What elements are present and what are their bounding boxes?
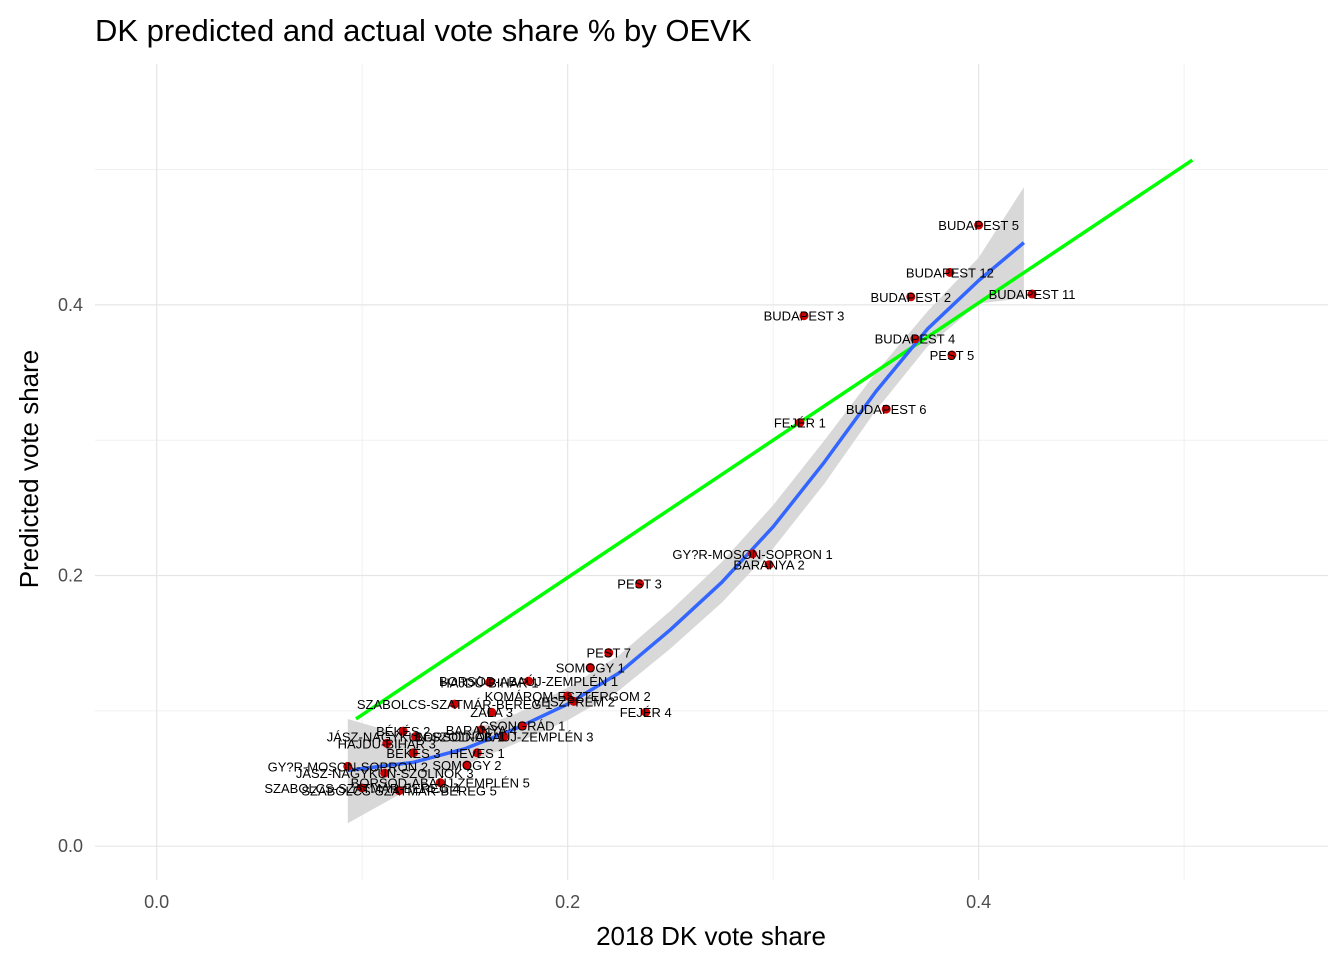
point-label: FEJÉR 4 xyxy=(620,705,672,720)
data-point xyxy=(476,725,486,735)
point-label: BUDAPEST 6 xyxy=(846,402,927,417)
major-grid xyxy=(95,64,1328,880)
reference-line xyxy=(355,158,1194,721)
data-point xyxy=(795,418,805,428)
point-label: BÉKÉS 3 xyxy=(386,746,440,761)
point-label: SZABOLCS-SZATMÁR-BEREG 1 xyxy=(357,697,553,712)
x-tick-label: 0.0 xyxy=(144,892,169,912)
point-label: HEVES 1 xyxy=(450,746,505,761)
x-tick-label: 0.2 xyxy=(555,892,580,912)
x-axis-title: 2018 DK vote share xyxy=(596,921,826,951)
minor-grid xyxy=(95,64,1328,880)
data-point xyxy=(945,267,955,277)
point-label: JÁSZ-NAGYKUN-SZOLNOK 1 xyxy=(327,730,505,745)
data-point xyxy=(499,732,509,742)
point-label: SZABOLCS-SZATMÁR-BEREG 4 xyxy=(264,781,460,796)
point-labels: BUDAPEST 5 BUDAPEST 12 BUDAPEST 2 BUDAPEST … xyxy=(264,218,1075,799)
x-axis-ticks: 0.0 0.2 0.4 xyxy=(144,892,991,912)
data-point xyxy=(394,786,404,796)
point-label: JÁSZ-NAGYKUN-SZOLNOK 3 xyxy=(296,766,474,781)
point-label: BORSOD-ABAÚJ-ZEMPLÉN 3 xyxy=(414,730,593,745)
data-point xyxy=(910,334,920,344)
point-label: SZABOLCS-SZATMÁR-BEREG 5 xyxy=(301,784,497,799)
data-point xyxy=(343,761,353,771)
data-point xyxy=(881,404,891,414)
data-point xyxy=(398,726,408,736)
point-label: BORSOD-ABAÚJ-ZEMPLÉN 1 xyxy=(439,674,618,689)
y-axis-ticks: 0.0 0.2 0.4 xyxy=(58,295,83,856)
data-point xyxy=(517,721,527,731)
y-tick-label: 0.2 xyxy=(58,566,83,586)
data-point xyxy=(974,220,984,230)
point-label: BUDAPEST 5 xyxy=(938,218,1019,233)
data-point xyxy=(563,691,573,701)
point-label: BARANYA 4 xyxy=(446,723,517,738)
point-label: GY?R-MOSON-SOPRON 1 xyxy=(672,547,832,562)
point-label: PEST 5 xyxy=(930,348,975,363)
point-label: ZALA 3 xyxy=(470,705,513,720)
data-point xyxy=(380,768,390,778)
data-point xyxy=(485,677,495,687)
data-point xyxy=(641,707,651,717)
point-label: BUDAPEST 11 xyxy=(989,287,1076,302)
data-point xyxy=(462,760,472,770)
point-label: PEST 3 xyxy=(617,577,662,592)
point-label: BUDAPEST 12 xyxy=(906,265,994,280)
data-point xyxy=(411,732,421,742)
point-label: HAJDÚ-BIHAR 3 xyxy=(338,736,436,751)
point-label: BARANYA 2 xyxy=(733,558,804,573)
data-point xyxy=(357,783,367,793)
point-label: BORSOD-ABAÚJ-ZEMPLÉN 5 xyxy=(351,776,530,791)
data-point xyxy=(906,292,916,302)
data-point xyxy=(435,778,445,788)
point-label: SOMOGY 1 xyxy=(556,661,625,676)
data-points xyxy=(343,220,1037,796)
data-point xyxy=(604,648,614,658)
confidence-band xyxy=(347,187,1024,824)
data-point xyxy=(947,350,957,360)
data-point xyxy=(472,748,482,758)
data-point xyxy=(799,311,809,321)
data-point xyxy=(524,676,534,686)
point-label: BUDAPEST 2 xyxy=(870,290,951,305)
y-axis-title: Predicted vote share xyxy=(14,350,44,588)
point-label: CSONGRÁD 1 xyxy=(479,719,565,734)
data-point xyxy=(382,738,392,748)
confidence-band-area xyxy=(347,187,1024,824)
point-label: VESZPRÉM 2 xyxy=(533,694,615,709)
data-point xyxy=(409,748,419,758)
data-point xyxy=(487,707,497,717)
point-label: KOMÁROM-ESZTERGOM 2 xyxy=(485,689,651,704)
point-label: HAJDÚ-BIHAR 1 xyxy=(440,675,538,690)
data-point xyxy=(585,663,595,673)
data-point xyxy=(450,699,460,709)
y-tick-label: 0.4 xyxy=(58,295,83,315)
data-point xyxy=(569,696,579,706)
point-label: BÉKÉS 2 xyxy=(376,724,430,739)
reference-line-layer xyxy=(355,158,1194,721)
data-point xyxy=(748,549,758,559)
point-label: BUDAPEST 4 xyxy=(875,332,956,347)
chart-title: DK predicted and actual vote share % by … xyxy=(95,13,752,48)
point-label: SOMOGY 2 xyxy=(432,758,501,773)
data-point xyxy=(635,579,645,589)
point-label: PEST 7 xyxy=(586,646,631,661)
point-label: GY?R-MOSON-SOPRON 2 xyxy=(268,759,428,774)
data-point xyxy=(1027,289,1037,299)
data-point xyxy=(764,560,774,570)
y-tick-label: 0.0 xyxy=(58,836,83,856)
x-tick-label: 0.4 xyxy=(966,892,991,912)
point-label: FEJÉR 1 xyxy=(774,416,826,431)
point-label: BUDAPEST 3 xyxy=(764,309,845,324)
